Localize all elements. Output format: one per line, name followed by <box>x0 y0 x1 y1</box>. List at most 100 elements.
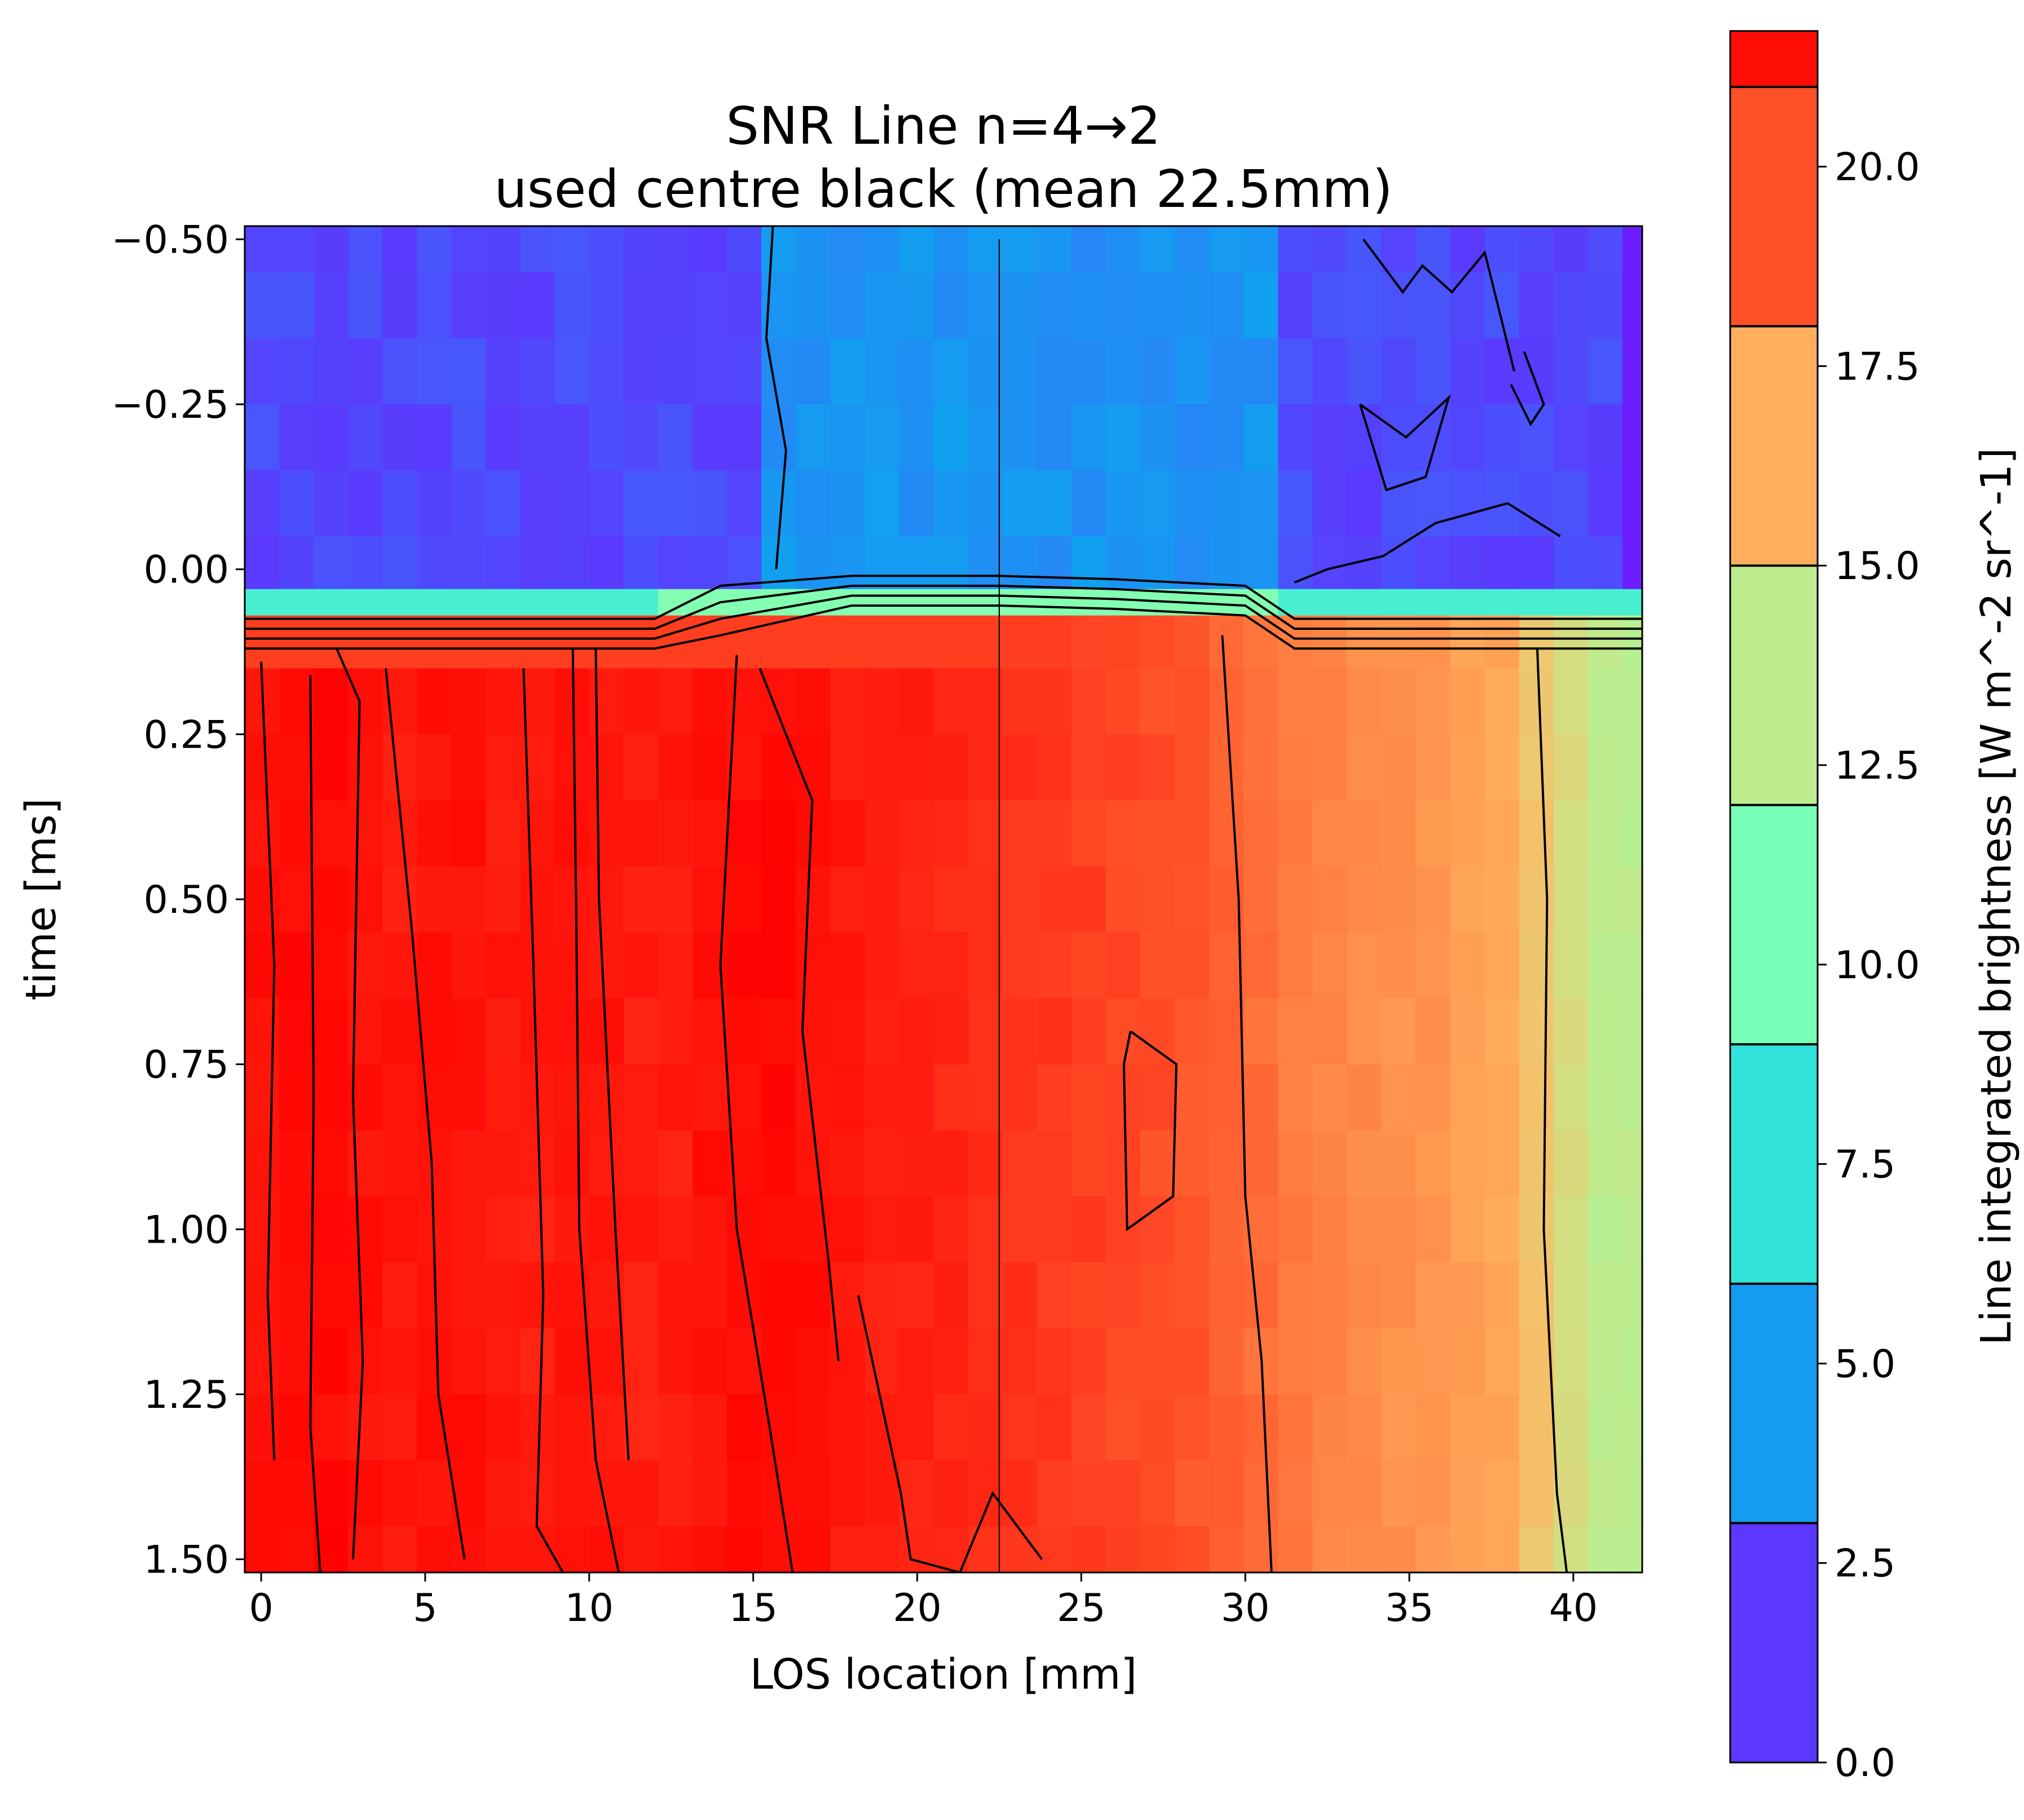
contour-line <box>1294 502 1561 584</box>
heatmap-cell <box>933 1394 969 1461</box>
heatmap-cell <box>1622 1064 1642 1131</box>
heatmap-cell <box>1416 866 1451 933</box>
heatmap-cell <box>1381 470 1417 537</box>
heatmap-cell <box>1140 866 1175 933</box>
heatmap-cell <box>1622 1394 1642 1461</box>
heatmap-cell <box>693 338 727 405</box>
heatmap-cell <box>1140 1394 1175 1461</box>
transition-cell <box>554 589 590 616</box>
heatmap-cell <box>1209 404 1244 471</box>
heatmap-cell <box>968 932 1003 999</box>
heatmap-cell <box>1484 1460 1520 1527</box>
heatmap-cell <box>1140 668 1175 735</box>
heatmap-cell <box>348 272 383 339</box>
y-tick-label: 0.25 <box>144 713 229 757</box>
heatmap-cell <box>1209 272 1244 339</box>
heatmap-cell <box>623 800 659 867</box>
heatmap-cell <box>899 866 934 933</box>
heatmap-cell <box>830 734 865 801</box>
heatmap-cell <box>1519 272 1554 339</box>
heatmap-cell <box>348 668 383 735</box>
heatmap-cell <box>658 1394 693 1461</box>
heatmap-cell <box>1553 272 1589 339</box>
heatmap-cell <box>727 1526 762 1572</box>
heatmap-cell <box>623 1262 659 1329</box>
heatmap-cell <box>520 998 555 1065</box>
heatmap-cell <box>796 272 831 339</box>
heatmap-cell <box>693 272 727 339</box>
heatmap-cell <box>1450 1460 1485 1527</box>
heatmap-cell <box>727 226 762 273</box>
heatmap-cell <box>1381 800 1417 867</box>
contour-line <box>1536 648 1568 1572</box>
heatmap-cell <box>520 226 555 273</box>
transition-cell <box>1243 589 1278 616</box>
heatmap-cell <box>1071 338 1106 405</box>
heatmap-cell <box>1553 226 1589 273</box>
heatmap-cell <box>589 668 624 735</box>
heatmap-cell <box>314 404 349 471</box>
heatmap-cell <box>933 226 969 273</box>
heatmap-cell <box>1243 1394 1278 1461</box>
heatmap-cell <box>1519 668 1554 735</box>
heatmap-cell <box>1519 734 1554 801</box>
heatmap-cell <box>968 272 1003 339</box>
heatmap-cell <box>1450 1328 1485 1395</box>
heatmap-cell <box>589 800 624 867</box>
heatmap-cell <box>1553 932 1589 999</box>
heatmap-cell <box>1450 338 1485 405</box>
heatmap-cell <box>1037 1460 1072 1527</box>
heatmap-cell <box>382 1526 417 1572</box>
heatmap-cell <box>1484 404 1520 471</box>
heatmap-cell <box>245 1064 280 1131</box>
heatmap-cell <box>486 668 521 735</box>
heatmap-cell <box>1002 1526 1038 1572</box>
heatmap-cell <box>1243 272 1278 339</box>
heatmap-cell <box>1312 1394 1348 1461</box>
heatmap-cell <box>417 668 452 735</box>
heatmap-cell <box>1105 1130 1141 1197</box>
heatmap-cell <box>486 1196 521 1263</box>
transition-cell <box>830 589 865 616</box>
heatmap-cell <box>1588 1196 1623 1263</box>
transition-cell <box>382 589 417 616</box>
heatmap-cell <box>417 734 452 801</box>
heatmap-cell <box>623 1196 659 1263</box>
heatmap-cell <box>589 404 624 471</box>
heatmap-cell <box>1622 338 1642 405</box>
heatmap-cell <box>1002 404 1038 471</box>
y-tick-label: −0.50 <box>112 218 229 262</box>
heatmap-cell <box>865 470 900 537</box>
heatmap-cell <box>1175 1460 1210 1527</box>
x-axis-ticks: 0 5 10 15 20 25 30 35 40 <box>249 1572 1598 1631</box>
heatmap-cell <box>968 226 1003 273</box>
heatmap-cell <box>1450 800 1485 867</box>
heatmap-cell <box>1347 866 1382 933</box>
heatmap-cell <box>451 470 487 537</box>
heatmap-cell <box>1519 998 1554 1065</box>
heatmap-cell <box>554 998 590 1065</box>
heatmap-cell <box>1553 1394 1589 1461</box>
heatmap-cell <box>554 1064 590 1131</box>
heatmap-cell <box>830 800 865 867</box>
heatmap-cell <box>1243 668 1278 735</box>
heatmap-cell <box>1071 668 1106 735</box>
heatmap-cell <box>554 1460 590 1527</box>
heatmap-cell <box>899 404 934 471</box>
heatmap-cell <box>1622 800 1642 867</box>
heatmap-cell <box>796 1394 831 1461</box>
heatmap-cell <box>1278 932 1313 999</box>
heatmap-cell <box>1312 1526 1348 1572</box>
heatmap-cell <box>554 470 590 537</box>
heatmap-cell <box>1588 1328 1623 1395</box>
heatmap-cell <box>451 998 487 1065</box>
heatmap-cell <box>1002 866 1038 933</box>
heatmap-cell <box>1071 1064 1106 1131</box>
heatmap-cell <box>899 1196 934 1263</box>
heatmap-cell <box>693 998 727 1065</box>
heatmap-cell <box>1243 1460 1278 1527</box>
heatmap-cell <box>1553 1064 1589 1131</box>
heatmap-cell <box>830 1262 865 1329</box>
heatmap-cell <box>1037 1394 1072 1461</box>
transition-cell <box>1347 589 1382 616</box>
